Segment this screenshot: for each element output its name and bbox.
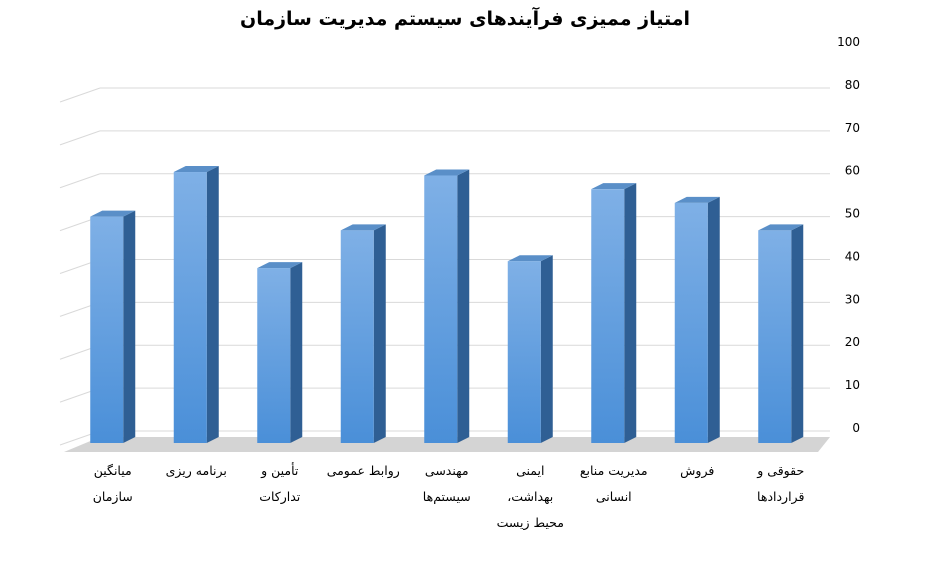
category-label: ایمنی	[516, 463, 544, 478]
bar	[257, 262, 303, 443]
bar-top	[90, 210, 136, 217]
category-label: مهندسی	[425, 463, 469, 479]
y-tick-label: 70	[845, 121, 860, 135]
bar-top	[674, 196, 720, 203]
bar-top	[758, 224, 804, 231]
category-label: سازمان	[93, 489, 133, 505]
bar	[758, 224, 804, 443]
bar-side	[373, 224, 386, 443]
bar	[424, 169, 470, 443]
bar	[674, 196, 720, 443]
category-label: روابط عمومی	[327, 463, 400, 479]
category-label: تأمین و	[260, 462, 299, 479]
y-tick-label: 50	[845, 207, 860, 221]
bar-top	[173, 166, 219, 173]
bar	[591, 183, 637, 443]
category-label: میانگین	[94, 463, 132, 479]
gridline-side	[59, 87, 101, 103]
category-label: قراردادها	[757, 489, 804, 505]
bar-side	[457, 169, 470, 443]
bar-top	[424, 169, 470, 176]
y-tick-label: 0	[852, 421, 860, 435]
category-label: انسانی	[596, 489, 632, 504]
bar-top	[340, 224, 386, 231]
bar-front	[758, 230, 792, 443]
chart-title: امتیاز ممیزی فرآیندهای سیستم مدیریت سازم…	[239, 8, 691, 30]
bar-front	[507, 261, 541, 443]
bar-top	[591, 183, 637, 190]
bar	[507, 255, 553, 443]
bar-front	[173, 172, 207, 443]
bar	[90, 210, 136, 443]
bar-side	[791, 224, 804, 443]
bar-front	[424, 175, 458, 443]
bar-side	[624, 183, 637, 443]
bar-side	[540, 255, 553, 443]
y-tick-label: 80	[845, 78, 860, 92]
gridline-side	[59, 130, 101, 146]
y-tick-label: 60	[845, 164, 860, 178]
bar-front	[591, 189, 625, 443]
y-tick-label: 10	[845, 378, 860, 392]
category-label: مدیریت منابع	[580, 463, 648, 479]
category-label: تدارکات	[259, 489, 301, 505]
chart-floor	[64, 437, 830, 452]
y-tick-label: 30	[845, 292, 860, 306]
y-tick-label: 20	[845, 335, 860, 349]
category-label: فروش	[680, 463, 714, 479]
bar-front	[257, 268, 291, 443]
bar	[340, 224, 386, 443]
category-label: حقوقی و	[756, 463, 804, 479]
bar-side	[707, 196, 720, 443]
bar-top	[257, 262, 303, 269]
bar-front	[674, 202, 708, 443]
bar-side	[290, 262, 303, 443]
y-tick-label: 40	[845, 249, 860, 263]
gridline-side	[59, 173, 101, 189]
bar-front	[90, 216, 124, 443]
bar-front	[340, 230, 374, 443]
bar	[173, 166, 219, 443]
category-label: بهداشت،	[507, 489, 553, 505]
bar-top	[507, 255, 553, 262]
category-label: برنامه ریزی	[166, 463, 227, 479]
bar-side	[206, 166, 219, 443]
category-label: محیط زیست	[497, 515, 564, 531]
bar-side	[123, 210, 136, 443]
category-label: سیستم‌ها	[423, 489, 471, 505]
y-tick-label: 100	[837, 35, 860, 49]
